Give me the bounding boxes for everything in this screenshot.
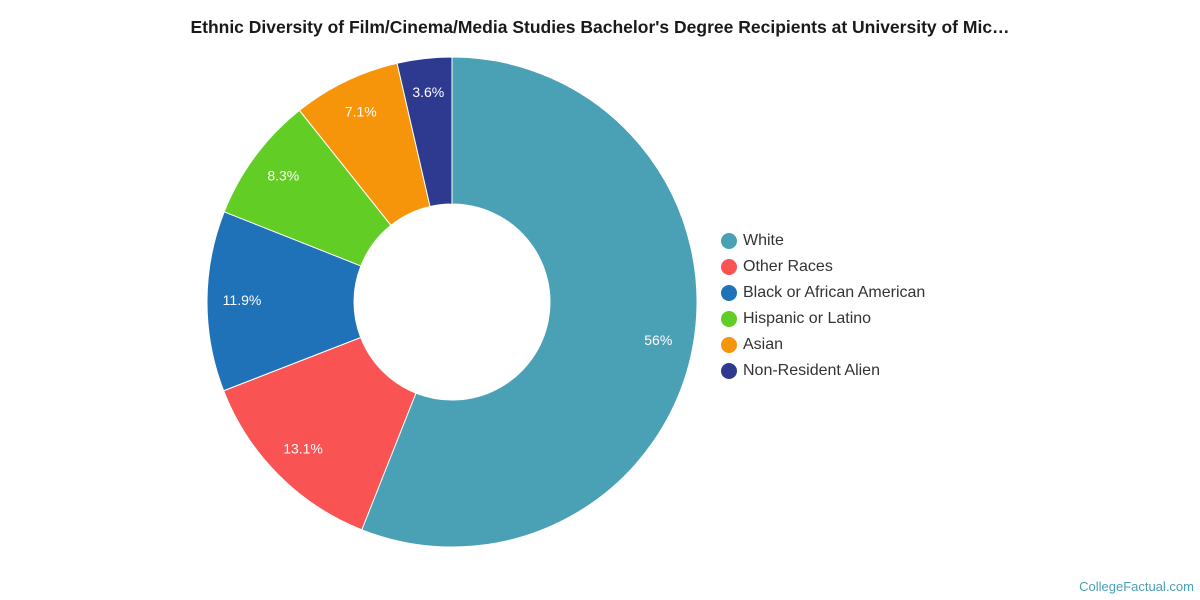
legend-label: White — [743, 232, 784, 249]
slice-white[interactable] — [361, 56, 698, 548]
legend-label: Non-Resident Alien — [743, 362, 880, 379]
legend-swatch — [721, 311, 737, 327]
legend-swatch — [721, 233, 737, 249]
slice-other-races[interactable] — [222, 336, 417, 531]
chart-legend: White Other Races Black or African America… — [721, 228, 925, 384]
slice-label-other-races: 13.1% — [283, 441, 323, 457]
slice-label-hispanic-or-latino: 8.3% — [267, 168, 299, 184]
slice-label-black-or-african-american: 11.9% — [223, 292, 262, 308]
slice-black-or-african-american[interactable] — [206, 211, 362, 392]
legend-item-hispanic-or-latino[interactable]: Hispanic or Latino — [721, 306, 925, 332]
slice-label-non-resident-alien: 3.6% — [412, 84, 444, 100]
legend-label: Black or African American — [743, 284, 926, 301]
legend-item-black-or-african-american[interactable]: Black or African American — [721, 280, 925, 306]
legend-label: Other Races — [743, 258, 833, 275]
slice-non-resident-alien[interactable] — [396, 56, 453, 208]
legend-swatch — [721, 285, 737, 301]
legend-swatch — [721, 337, 737, 353]
legend-item-white[interactable]: White — [721, 228, 925, 254]
legend-item-other-races[interactable]: Other Races — [721, 254, 925, 280]
legend-item-non-resident-alien[interactable]: Non-Resident Alien — [721, 358, 925, 384]
legend-item-asian[interactable]: Asian — [721, 332, 925, 358]
legend-label: Asian — [743, 336, 784, 353]
slice-label-asian: 7.1% — [345, 104, 377, 120]
credit-link[interactable]: CollegeFactual.com — [1079, 579, 1194, 594]
legend-swatch — [721, 259, 737, 275]
legend-swatch — [721, 363, 737, 379]
legend-label: Hispanic or Latino — [743, 310, 872, 327]
chart-title: Ethnic Diversity of Film/Cinema/Media St… — [190, 17, 1010, 37]
slice-label-white: 56% — [644, 332, 672, 348]
